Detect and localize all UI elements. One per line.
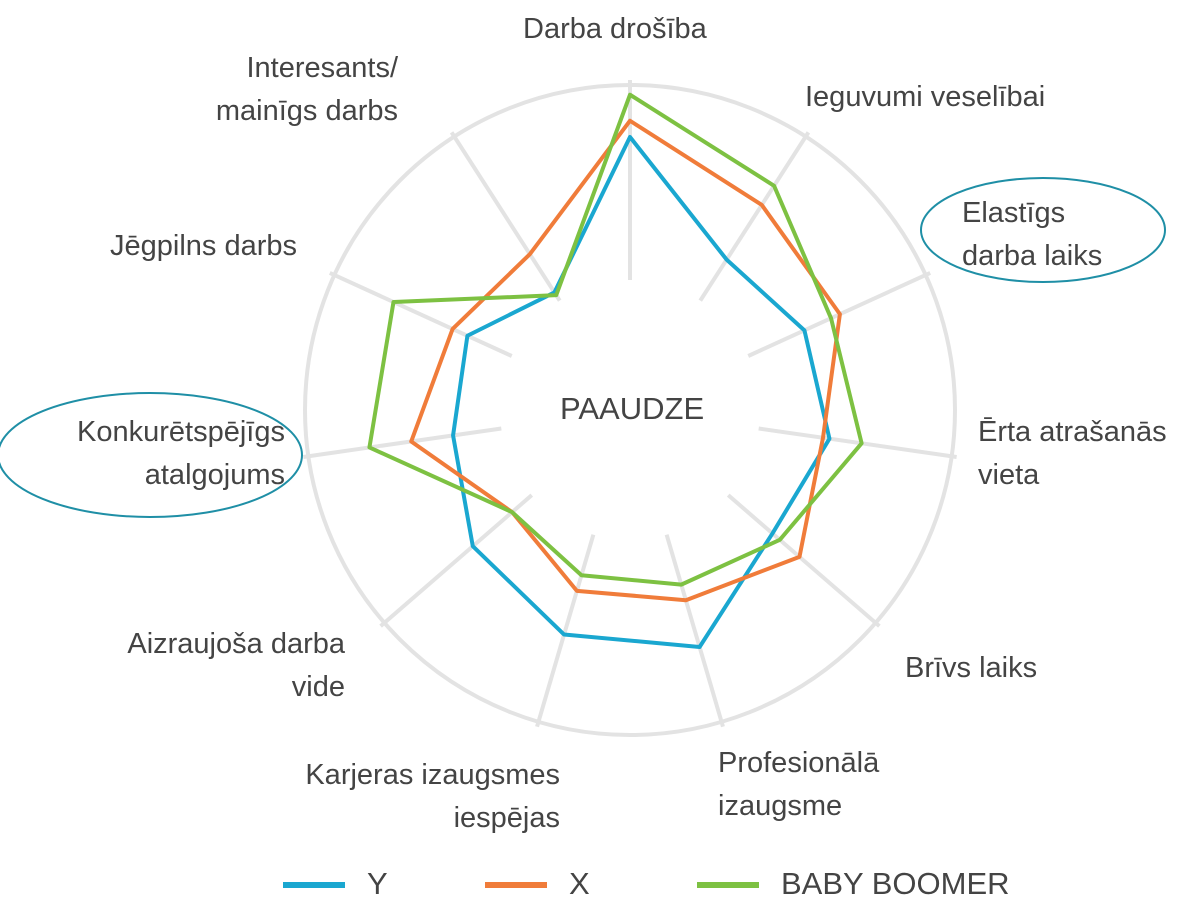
axis-label: Elastīgs darba laiks: [962, 197, 1103, 272]
center-label: PAAUDZE: [560, 391, 705, 426]
spoke: [379, 493, 534, 628]
spoke: [726, 493, 881, 628]
legend-label: X: [569, 866, 590, 901]
axis-label: Jēgpilns darbs: [110, 230, 297, 262]
axis-label: Karjeras izaugsmes iespējas: [305, 759, 560, 834]
highlight-ellipse: [0, 392, 303, 518]
spoke: [328, 271, 513, 358]
highlight-ellipse: [920, 177, 1166, 283]
legend-label: BABY BOOMER: [781, 866, 1010, 901]
axis-label: Profesionālā izaugsme: [718, 747, 880, 822]
axis-label: Konkurētspējīgs atalgojums: [77, 416, 285, 491]
spoke: [758, 426, 957, 459]
axis-label: Interesants/ mainīgs darbs: [215, 52, 398, 127]
series-line: [367, 92, 864, 587]
series-line: [409, 118, 842, 603]
axis-label: Darba drošība: [523, 13, 707, 45]
axis-label: Brīvs laiks: [905, 652, 1038, 684]
spoke: [449, 131, 562, 302]
spoke: [698, 131, 811, 302]
spoke: [535, 534, 596, 728]
spoke: [664, 534, 725, 728]
axis-label: Aizraujoša darba vide: [127, 628, 345, 703]
axis-label: Ērta atrašanās vieta: [978, 416, 1167, 491]
legend-label: Y: [367, 866, 388, 901]
series-line: [451, 135, 832, 649]
axis-label: Ieguvumi veselībai: [805, 81, 1046, 113]
spoke: [303, 426, 502, 459]
